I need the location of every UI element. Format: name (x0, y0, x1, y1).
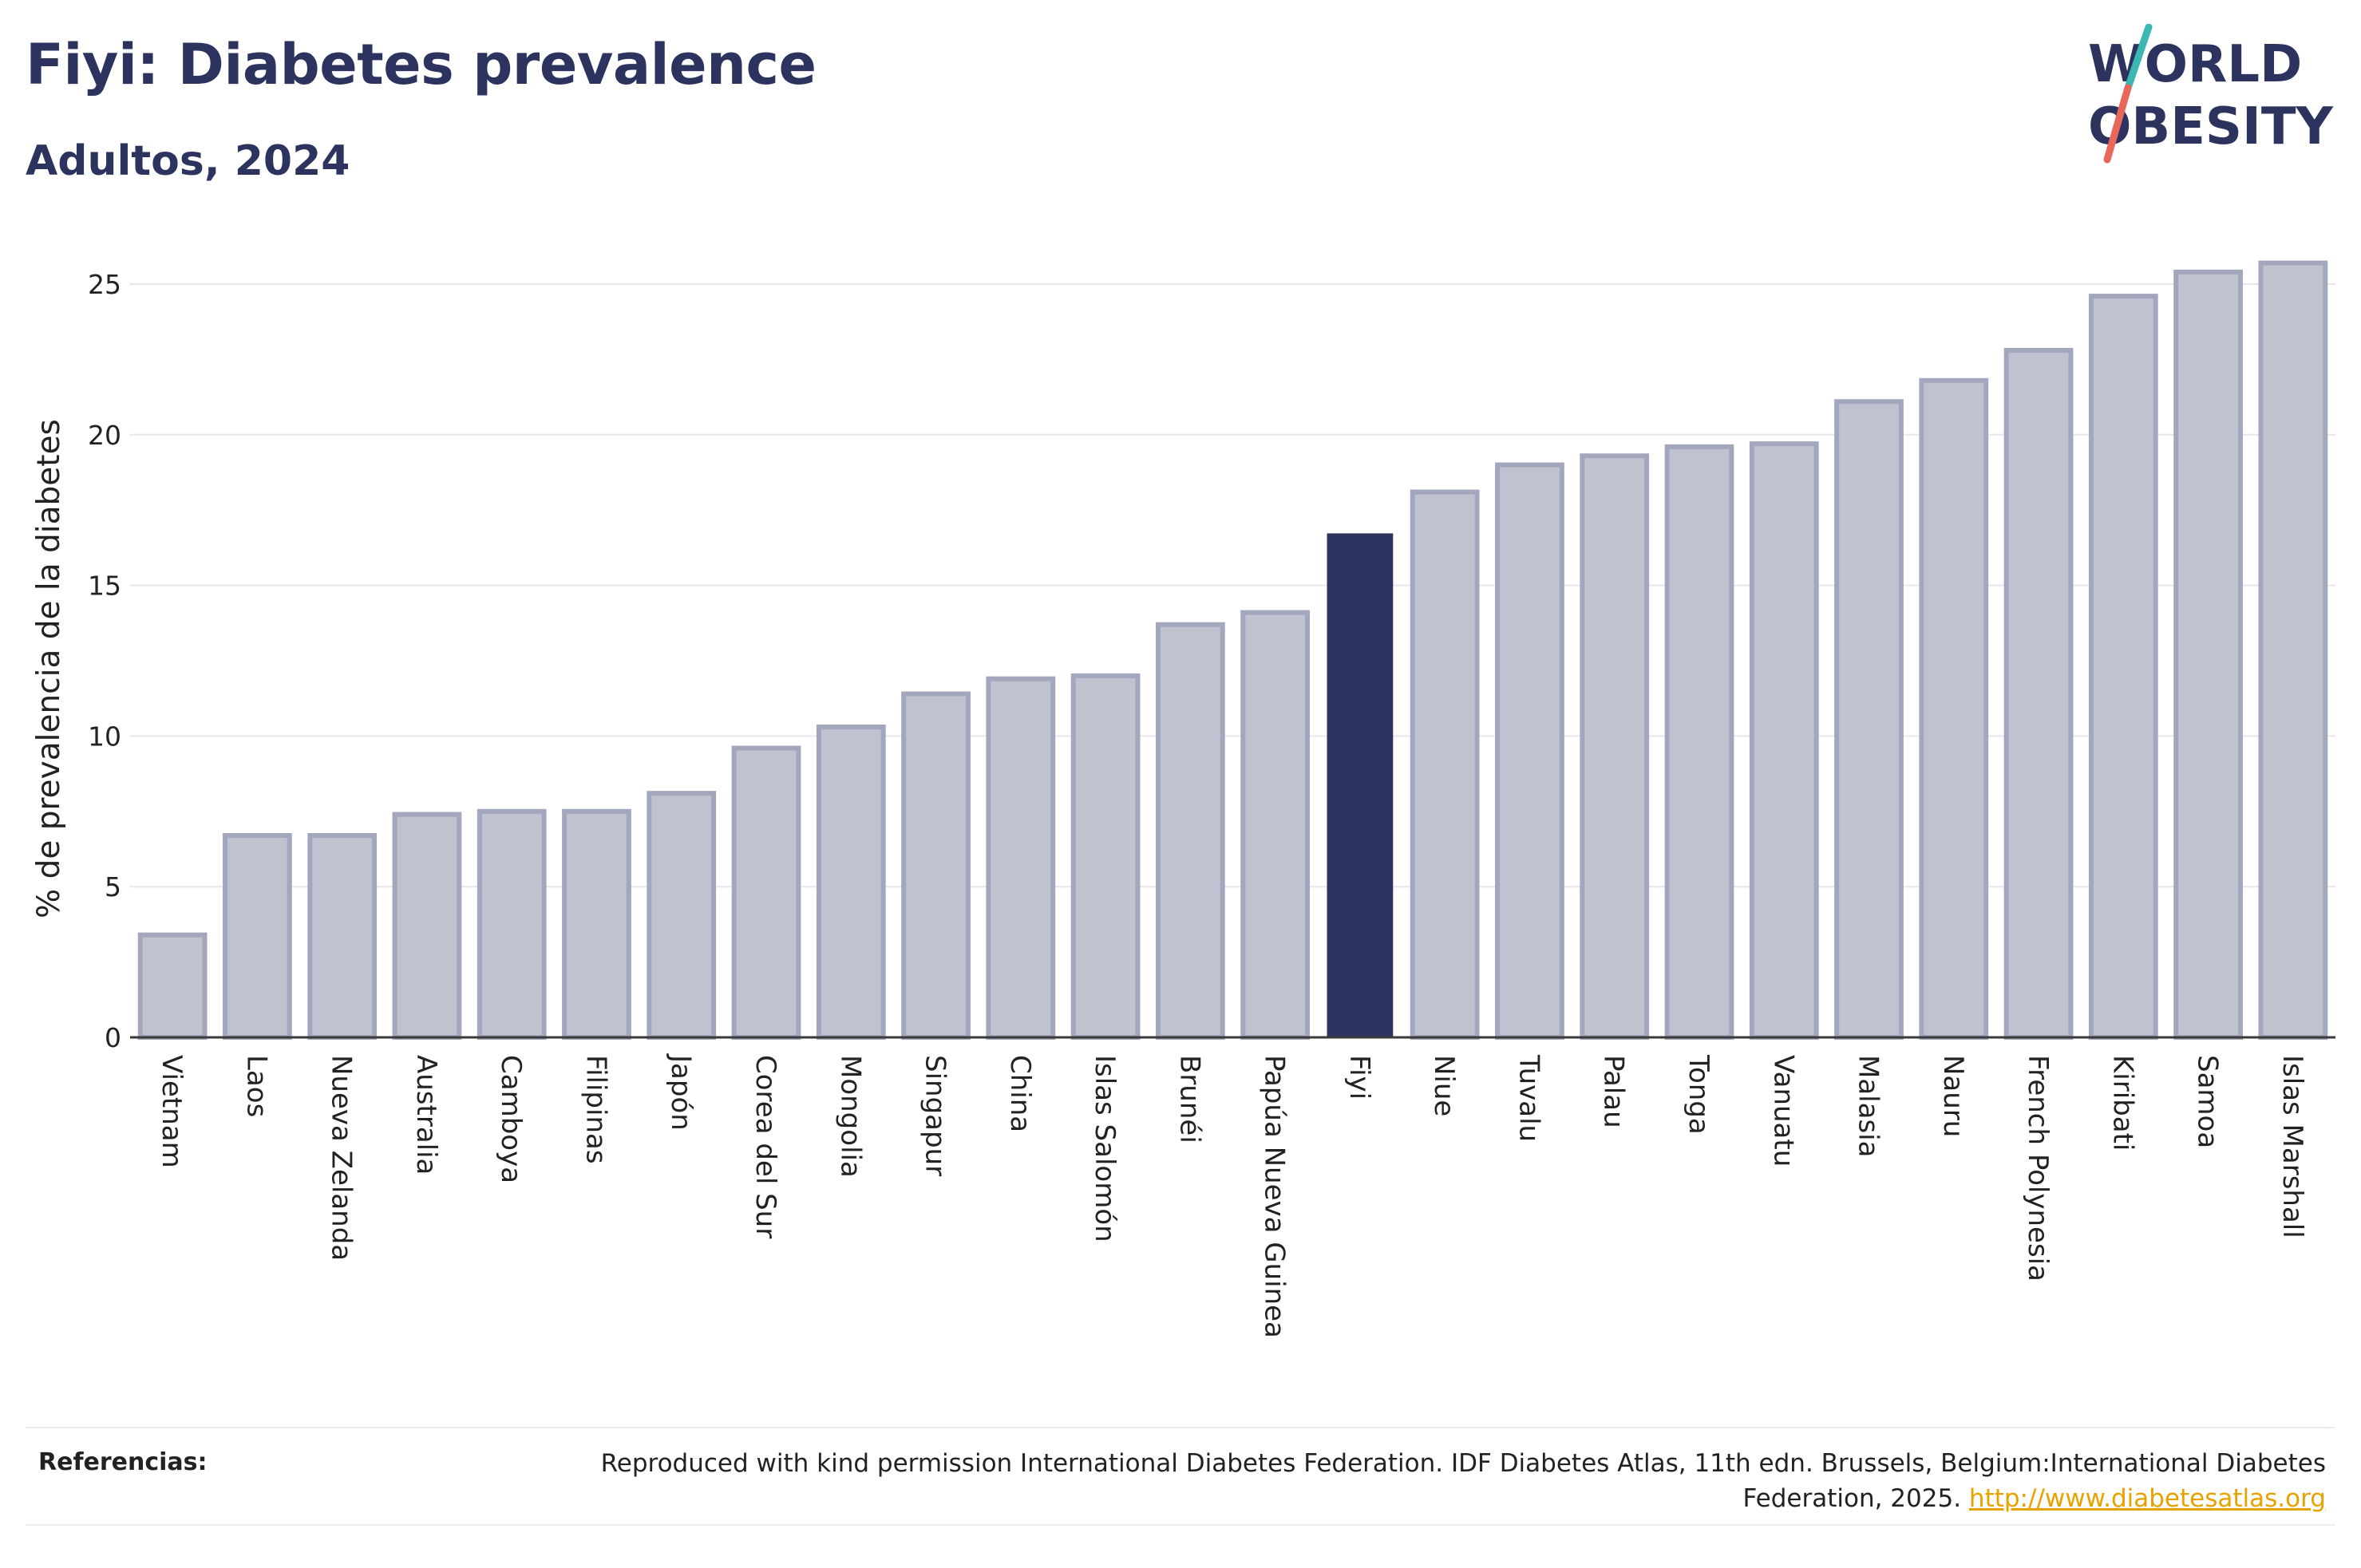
bar (392, 812, 462, 1040)
world-obesity-logo: WORLD OBESITY (2088, 24, 2333, 164)
x-tick-label: Samoa (2192, 1055, 2224, 1148)
x-tick-label: Islas Salomón (1089, 1055, 1121, 1242)
x-tick-label: Corea del Sur (749, 1055, 781, 1238)
x-tick-label: Nueva Zelanda (326, 1055, 358, 1261)
bar (1919, 377, 1989, 1041)
bar (816, 725, 886, 1041)
y-tick-label: 15 (88, 571, 121, 602)
footer-divider-top (26, 1427, 2335, 1428)
y-tick-label: 25 (88, 269, 121, 300)
x-tick-label: Vanuatu (1767, 1055, 1799, 1167)
logo-slash-bottom (2103, 84, 2132, 164)
x-tick-label: Palau (1598, 1055, 1630, 1128)
bar (986, 676, 1056, 1040)
references-link[interactable]: http://www.diabetesatlas.org (1968, 1484, 2326, 1513)
x-tick-label: Japón (665, 1053, 697, 1131)
x-tick-label: China (1004, 1055, 1036, 1132)
footer-divider-bottom (26, 1524, 2335, 1526)
y-axis-title: % de prevalencia de la diabetes (31, 419, 67, 918)
y-tick-label: 10 (88, 721, 121, 752)
bar (1240, 610, 1311, 1040)
x-tick-label: Brunéi (1173, 1055, 1205, 1143)
bar (137, 932, 208, 1040)
x-tick-label: Australia (410, 1055, 442, 1175)
x-tick-label: Laos (240, 1055, 272, 1117)
bar (731, 745, 801, 1041)
references-text: Reproduced with kind permission Internat… (570, 1446, 2326, 1516)
bar (647, 791, 717, 1040)
bar (1070, 673, 1141, 1040)
x-tick-label: Tonga (1683, 1054, 1714, 1135)
bar (1664, 444, 1734, 1040)
references-body: Reproduced with kind permission Internat… (600, 1449, 2326, 1513)
bar (2088, 294, 2158, 1040)
y-tick-label: 20 (88, 420, 121, 451)
chart-subtitle: Adultos, 2024 (26, 137, 350, 185)
bar (477, 808, 547, 1040)
references-label: Referencias: (38, 1448, 208, 1476)
bar (307, 833, 378, 1041)
bar (901, 691, 971, 1040)
bar (223, 833, 292, 1041)
bar (1495, 462, 1564, 1040)
x-tick-label: French Polynesia (2022, 1055, 2054, 1282)
bar (2173, 269, 2243, 1040)
bar (1410, 489, 1480, 1040)
x-tick-label: Niue (1428, 1055, 1460, 1116)
x-tick-label: Mongolia (834, 1055, 866, 1178)
x-tick-label: Papúa Nueva Guinea (1259, 1055, 1291, 1338)
bar (1580, 453, 1650, 1040)
bar (562, 808, 631, 1040)
x-tick-label: Malasia (1853, 1055, 1884, 1157)
logo-line1: WORLD (2088, 35, 2302, 94)
x-tick-label: Fiyi (1343, 1055, 1375, 1100)
x-tick-label: Singapur (919, 1055, 951, 1176)
x-tick-label: Filipinas (579, 1055, 611, 1164)
x-tick-label: Tuvalu (1513, 1054, 1544, 1142)
logo-slash-top (2124, 24, 2153, 92)
bar (1155, 622, 1225, 1040)
x-tick-label: Camboya (495, 1055, 527, 1183)
bar (2003, 348, 2074, 1040)
chart-title: Fiyi: Diabetes prevalence (26, 32, 817, 97)
bar (1749, 441, 1819, 1040)
y-tick-label: 0 (105, 1022, 121, 1053)
bar-highlight (1327, 533, 1394, 1038)
y-tick-label: 5 (105, 871, 121, 902)
x-tick-label: Nauru (1937, 1055, 1969, 1137)
logo-line2: OBESITY (2088, 97, 2333, 156)
bar (1834, 399, 1904, 1041)
x-tick-label: Vietnam (156, 1055, 188, 1168)
x-tick-label: Islas Marshall (2276, 1055, 2308, 1238)
x-tick-label: Kiribati (2106, 1055, 2138, 1151)
bar (2258, 260, 2328, 1040)
